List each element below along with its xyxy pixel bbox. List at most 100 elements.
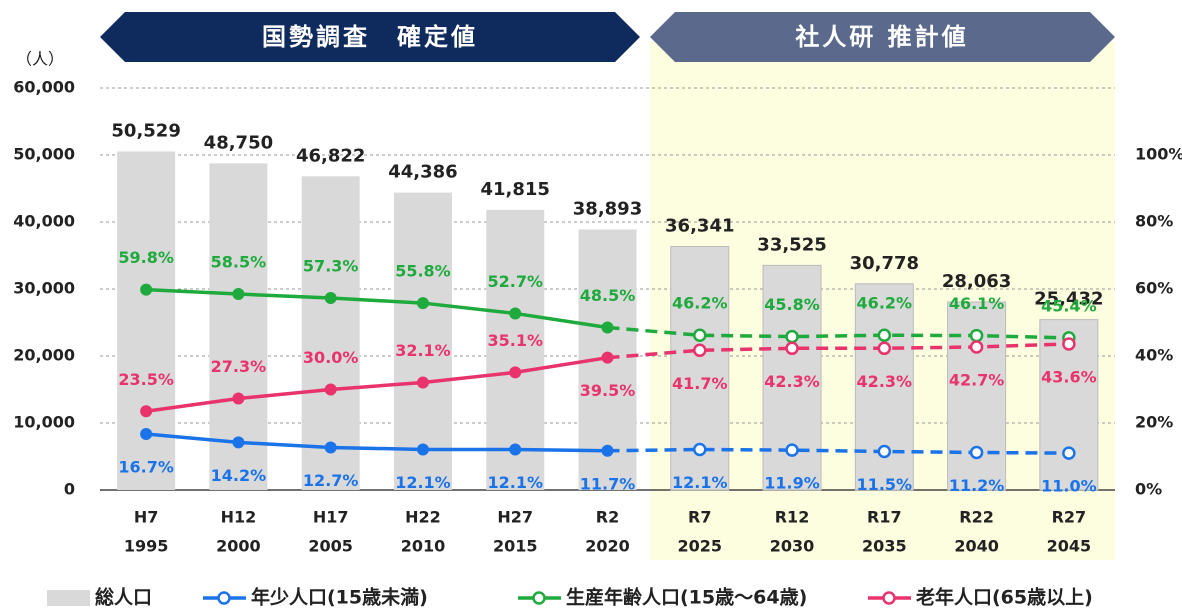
point-value-label: 45.4% [1041,296,1097,315]
point-value-label: 55.8% [395,262,451,281]
y-tick-label: 20,000 [13,346,75,365]
point-value-label: 42.3% [764,372,820,391]
x-tick-label: 2045 [1047,537,1092,556]
point [509,366,522,379]
point [416,443,429,456]
legend-swatch [882,591,896,605]
point-value-label: 52.7% [487,272,543,291]
line-actual [146,287,608,330]
bar-value-label: 25,432 [1034,289,1103,310]
point [140,283,153,296]
point [601,351,614,364]
legend-label: 総人口 [95,586,152,609]
x-tick-label: H27 [497,508,533,527]
point-value-label: 42.7% [949,370,1005,389]
point [232,436,245,449]
bar [209,163,268,490]
point-value-label: 12.7% [303,471,359,490]
x-tick-label: R17 [867,508,902,527]
point [416,297,429,310]
point [509,443,522,456]
point-value-label: 14.2% [211,466,267,485]
legend-label: 生産年齢人口(15歳～64歳) [566,586,807,609]
line-projection [607,325,1069,340]
bar-value-label: 33,525 [757,234,826,255]
legend-swatch [47,590,90,606]
x-tick-label: 2005 [308,537,353,556]
y-tick-label: 60,000 [13,78,75,97]
bar [301,176,360,490]
point [324,441,337,454]
point-value-label: 46.1% [949,294,1005,313]
bar-value-label: 30,778 [850,253,919,274]
point [877,341,892,356]
point [324,292,337,305]
y2-tick-label: 40% [1135,346,1173,365]
banner-label: 社人研 推計値 [795,23,968,51]
y-axis-unit: （人） [16,50,64,69]
point [877,328,892,342]
point [969,328,984,343]
bar-value-label: 46,822 [296,145,365,166]
y-tick-label: 50,000 [13,145,75,164]
point-value-label: 58.5% [211,253,267,272]
bar [393,192,452,490]
y-tick-label: 10,000 [13,413,75,432]
y2-tick-label: 60% [1135,279,1173,298]
point [969,445,984,460]
point [785,329,799,344]
y-tick-label: 40,000 [13,212,75,231]
point [785,443,799,457]
x-tick-label: 2030 [770,537,815,556]
point-value-label: 46.2% [672,294,728,313]
y2-tick-label: 100% [1135,145,1182,164]
point [509,307,522,320]
legend-swatch [532,591,546,605]
point-value-label: 43.6% [1041,367,1097,386]
y2-tick-label: 0% [1135,480,1162,499]
point-value-label: 16.7% [118,458,174,477]
banner [650,12,1115,62]
x-tick-label: R12 [775,508,810,527]
line-actual [145,355,608,414]
bar [486,209,545,491]
x-tick-label: H22 [405,508,441,527]
x-tick-label: 2020 [585,537,630,556]
point [693,343,707,358]
point-value-label: 11.7% [580,474,636,493]
point-value-label: 11.9% [764,474,820,493]
point [601,321,614,334]
x-tick-label: 2040 [954,537,999,556]
point-value-label: 39.5% [580,381,636,400]
x-tick-label: R27 [1052,508,1087,527]
legend-swatch [217,591,231,605]
point [785,341,799,356]
point [969,340,984,354]
point-value-label: 32.1% [395,341,451,360]
point [232,288,245,301]
line-projection [607,447,1069,455]
point-value-label: 12.1% [672,473,728,492]
point [324,383,337,396]
y2-tick-label: 80% [1135,212,1173,231]
point [140,405,153,418]
bar-value-label: 28,063 [942,271,1011,292]
point [140,428,153,441]
x-tick-label: 2000 [216,537,261,556]
x-tick-label: 2025 [678,537,723,556]
x-tick-label: H17 [313,508,349,527]
bar-value-label: 36,341 [665,216,734,237]
legend-label: 老年人口(65歳以上) [916,586,1093,609]
point-value-label: 57.3% [303,257,359,276]
point-value-label: 11.2% [949,476,1005,495]
x-tick-label: H7 [134,508,159,527]
point-value-label: 11.0% [1041,477,1097,496]
point-value-label: 23.5% [118,370,174,389]
x-tick-label: 2010 [401,537,446,556]
bar-value-label: 48,750 [204,132,273,153]
line-actual [145,432,608,453]
point [232,392,245,405]
bar-value-label: 50,529 [111,120,180,141]
bar-value-label: 41,815 [480,179,549,200]
